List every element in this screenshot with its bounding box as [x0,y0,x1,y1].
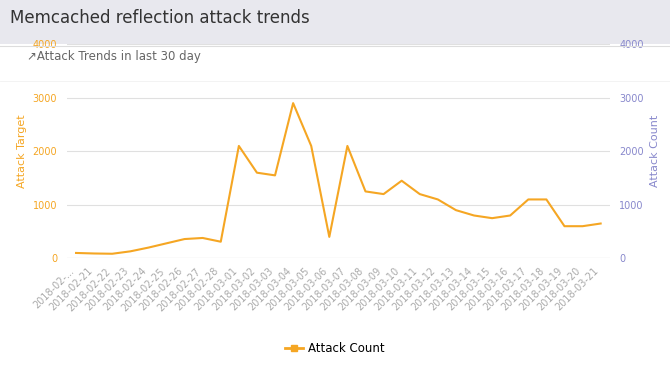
Legend: Attack Count: Attack Count [280,337,390,359]
Y-axis label: Attack Count: Attack Count [650,115,659,187]
Y-axis label: Attack Target: Attack Target [17,114,27,188]
Text: Memcached reflection attack trends: Memcached reflection attack trends [10,9,310,27]
Text: ↗Attack Trends in last 30 day: ↗Attack Trends in last 30 day [27,50,201,63]
